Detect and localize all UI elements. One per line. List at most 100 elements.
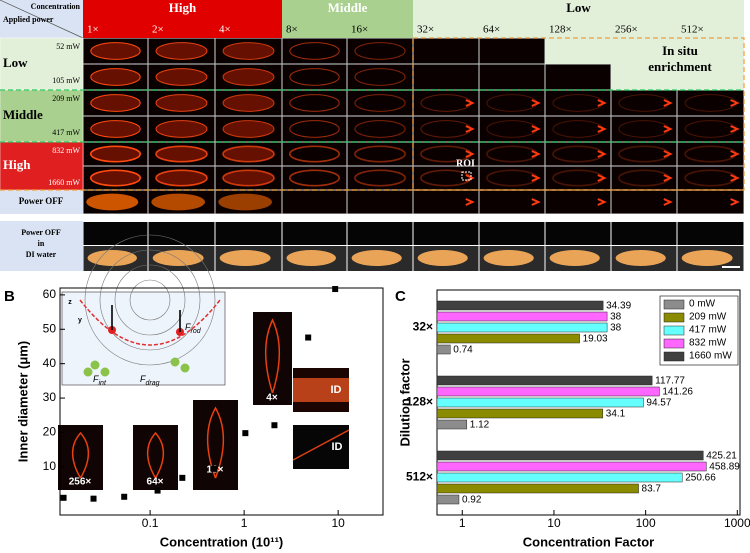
- corner-label: Applied power: [3, 15, 54, 24]
- droplet-image: [90, 120, 141, 138]
- droplet-image: [90, 94, 141, 112]
- value-label: 34.39: [606, 301, 631, 312]
- bar: [436, 472, 683, 483]
- x-tick-label: 10: [547, 516, 561, 530]
- bar: [436, 494, 460, 505]
- image-cell: [347, 64, 413, 90]
- data-point: [211, 465, 218, 472]
- roi-box: [461, 171, 472, 181]
- zoom-band: [293, 378, 349, 402]
- power-label: 417 mW: [52, 128, 80, 137]
- data-point: [242, 430, 249, 437]
- di-droplet: [219, 250, 271, 266]
- image-cell: [479, 38, 545, 64]
- tip-image: [597, 99, 607, 107]
- data-point: [90, 495, 97, 502]
- in-situ-label: enrichment: [648, 59, 712, 74]
- droplet-image: [155, 94, 208, 112]
- zoom-photo: [293, 425, 349, 469]
- image-cell: [677, 190, 744, 214]
- value-label: 0.92: [462, 495, 482, 506]
- inset-label: z: [68, 299, 72, 306]
- tip-image: [663, 99, 673, 107]
- tip-image: [730, 150, 740, 158]
- image-cell: [347, 190, 413, 214]
- di-droplet: [549, 250, 600, 266]
- di-cell: [215, 222, 282, 245]
- bar: [436, 375, 653, 386]
- bar: [436, 322, 608, 333]
- x-axis-label: Concentration Factor: [523, 534, 654, 549]
- power-off-label: Power OFF: [19, 196, 64, 206]
- droplet-image: [90, 145, 142, 163]
- field-contour: [99, 249, 201, 351]
- bar: [436, 461, 707, 472]
- value-label: 458.89: [709, 462, 740, 473]
- image-cell: [479, 90, 545, 116]
- row-header: [0, 37, 84, 91]
- group-label: High: [169, 0, 197, 15]
- inset-label: y: [78, 317, 82, 324]
- tip-image: [597, 150, 607, 158]
- droplet-image: [155, 169, 208, 187]
- bar: [436, 344, 451, 355]
- value-label: 38: [610, 323, 622, 334]
- bar: [436, 300, 604, 311]
- value-label: 38: [610, 312, 622, 323]
- image-cell: [677, 116, 744, 142]
- data-point: [332, 286, 339, 293]
- power-label: 1660 mW: [48, 178, 80, 187]
- droplet-image: [289, 68, 340, 86]
- droplet-image: [155, 42, 208, 60]
- tip-image: [531, 99, 541, 107]
- bar: [436, 333, 580, 344]
- inset-label: 4×: [266, 393, 278, 404]
- image-cell: [611, 90, 677, 116]
- droplet-image: [354, 169, 406, 187]
- y-tick-label: 128×: [406, 395, 433, 409]
- bar: [436, 419, 468, 430]
- row-group-label: Middle: [3, 107, 43, 122]
- di-cell: [545, 222, 611, 245]
- droplet-image: [218, 193, 272, 211]
- inset-photo: [58, 425, 103, 490]
- value-label: 0.74: [453, 345, 473, 356]
- bar: [436, 397, 644, 408]
- droplet-image: [354, 94, 406, 112]
- row-group-label: High: [3, 157, 31, 172]
- legend-label: 1660 mW: [689, 351, 732, 362]
- concentration-label: 32×: [417, 24, 434, 36]
- tip-image: [730, 174, 740, 182]
- inset-drop: [265, 318, 280, 394]
- di-droplet: [615, 250, 666, 266]
- droplet-image: [222, 120, 275, 138]
- droplet-image: [222, 169, 275, 187]
- force-symbol: F: [140, 374, 146, 384]
- tip-image: [730, 198, 740, 206]
- droplet-edge: [79, 299, 221, 346]
- y-tick-label: 30: [43, 390, 57, 404]
- particle: [100, 367, 110, 377]
- image-cell: [413, 116, 479, 142]
- inset-label: ID: [331, 384, 342, 396]
- droplet-image: [354, 42, 406, 60]
- particle: [90, 360, 100, 370]
- value-label: 94.57: [646, 398, 671, 409]
- di-droplet: [87, 250, 137, 266]
- value-label: 250.66: [685, 473, 716, 484]
- legend-label: 209 mW: [689, 312, 727, 323]
- droplet-image: [288, 169, 340, 187]
- corner-label: Concentration: [31, 2, 81, 11]
- power-label: 52 mW: [56, 42, 80, 51]
- data-point: [121, 493, 128, 500]
- image-cell: [347, 90, 413, 116]
- inset-label: 256×: [69, 477, 92, 488]
- di-droplet: [417, 250, 468, 266]
- di-cell: [677, 222, 744, 245]
- image-cell: [479, 64, 545, 90]
- bar: [436, 311, 608, 322]
- corner-diagonal: [0, 0, 84, 39]
- di-droplet: [483, 250, 534, 266]
- concentration-label: 128×: [549, 24, 572, 36]
- concentration-label: 1×: [87, 24, 99, 36]
